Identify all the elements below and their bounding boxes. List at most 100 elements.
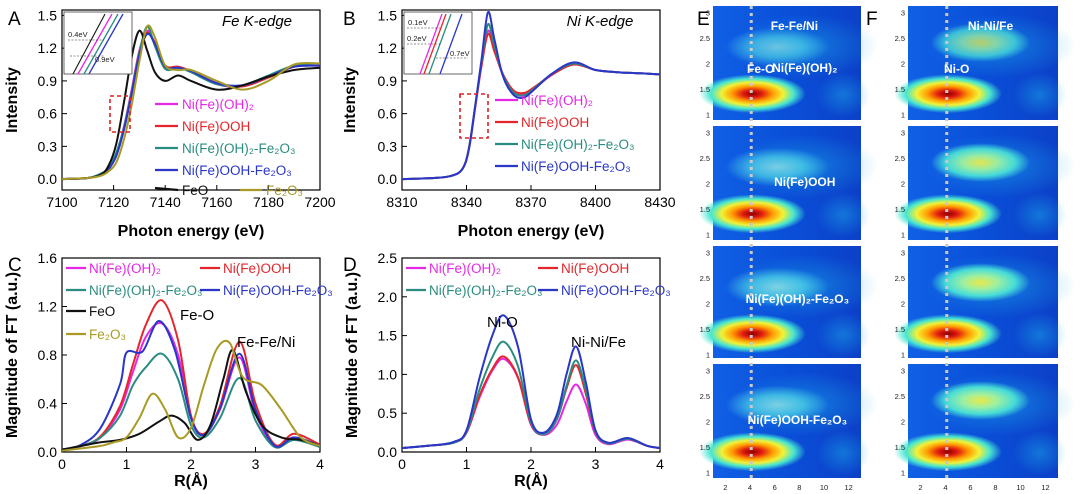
heat-ytick-label: 1.5 (700, 85, 710, 94)
legend-label: Ni(Fe)(OH)₂ (521, 93, 593, 108)
heat-ytick-label: 3 (901, 367, 905, 376)
series-line-1 (62, 299, 320, 451)
heat-ytick-label: 2 (706, 300, 710, 309)
series-line-3 (62, 320, 320, 451)
panel-label-e: E (697, 9, 710, 30)
heat-ytick-label: 2 (901, 300, 905, 309)
xtick-label: 7120 (98, 194, 129, 210)
wavelet-second-shell (725, 267, 829, 307)
legend-label: Ni(Fe)OOH (561, 261, 629, 276)
panel-a-inset: 0.4eV 0.9eV (63, 11, 133, 75)
wavelet-subpanel-0: 1 1.5 2 2.5 3 (699, 6, 879, 120)
heat-ytick-label: 2.5 (895, 392, 905, 401)
ytick-label: 2.5 (378, 250, 398, 266)
xtick-label: 8400 (580, 194, 611, 210)
panel-label-f: F (866, 9, 878, 30)
ytick-label: 0.4 (38, 396, 58, 412)
heat-ytick-label: 2.5 (895, 34, 905, 43)
heat-ytick-label: 2 (706, 60, 710, 69)
legend-label: Ni(Fe)(OH)₂-Fe₂O₃ (521, 137, 634, 152)
panel-b-inset: 0.1eV 0.2eV 0.7eV (403, 11, 473, 75)
xtick-label: 8430 (644, 194, 675, 210)
heatmap-title: Fe-Fe/Ni (771, 19, 818, 33)
series-line-4 (62, 349, 320, 451)
heat-ytick-label: 1.5 (895, 325, 905, 334)
wavelet-separator (908, 358, 1058, 364)
wavelet-haze (816, 72, 870, 118)
series-line-2 (402, 340, 660, 450)
xtick-label: 7180 (253, 194, 284, 210)
heat-xtick-label: 6 (968, 483, 972, 492)
heat-xtick-label: 2 (918, 483, 922, 492)
panel-c-chart: 0 1 2 3 4 0.0 0.4 0.8 1.2 1.6 Ni(Fe)(OH)₂ Ni(Fe)OO… (4, 250, 333, 490)
heat-ytick-label: 1 (706, 111, 710, 120)
heat-ytick-label: 1 (901, 231, 905, 240)
inset-b-line-blue (439, 13, 463, 75)
ytick-label: 1.2 (378, 40, 398, 56)
wavelet-separator (713, 120, 861, 126)
heat-xtick-label: 4 (943, 483, 947, 492)
panel-b-chart: 8310 8340 8370 8400 8430 0.0 0.3 0.6 0.9 1.2 1.5 N… (342, 7, 676, 240)
legend-label: Ni(Fe)OOH (521, 115, 589, 130)
heatmap-peak-label: Ni-O (944, 62, 969, 76)
heat-ytick-label: 1 (706, 231, 710, 240)
wavelet-separator (713, 358, 861, 364)
heat-ytick-label: 2 (901, 418, 905, 427)
wavelet-separator (908, 240, 1058, 246)
ytick-label: 1.5 (378, 7, 398, 23)
heatmap-sample-label: Ni(Fe)OOH (774, 175, 835, 189)
legend-label: Ni(Fe)OOH (223, 261, 291, 276)
heat-ytick-label: 1 (706, 351, 710, 360)
ytick-label: 1.2 (38, 299, 58, 315)
heat-ytick-label: 2.5 (895, 274, 905, 283)
heat-ytick-label: 1.5 (700, 325, 710, 334)
ytick-label: 1.6 (38, 250, 58, 266)
wavelet-second-shell (931, 381, 1030, 420)
heatmap-peak-label: Fe-O (747, 62, 774, 76)
heat-ytick-label: 2.5 (700, 392, 710, 401)
legend-label: Ni(Fe)(OH)₂-Fe₂O₃ (89, 283, 202, 298)
heat-ytick-label: 1.5 (700, 443, 710, 452)
wavelet-subpanel-3: 1 1.5 2 2.5 3 (894, 364, 1076, 478)
xtick-label: 1 (463, 456, 471, 472)
legend-label: FeO (89, 304, 115, 319)
heat-ytick-label: 1 (901, 111, 905, 120)
heat-xtick-label: 2 (723, 483, 727, 492)
panel-c-ylabel: Magnitude of FT (a.u.) (4, 272, 21, 438)
wavelet-first-shell (699, 432, 806, 472)
panel-d-chart: 0 1 2 3 40.00.51.01.52.02.5 Ni(Fe)(OH)₂ Ni(Fe… (344, 250, 671, 490)
inset-b-label-2: 0.2eV (407, 34, 427, 43)
inset-a-line-teal (83, 13, 119, 75)
xtick-label: 2 (527, 456, 535, 472)
heat-ytick-label: 1.5 (895, 85, 905, 94)
panel-f-heatmap: 1 1.5 2 2.5 3 1 1.5 2 2.5 3 1 1.5 2 2.5 3 1 1.5 2 2.5 3 2 4 6 8… (894, 6, 1076, 492)
inset-a-label-1: 0.4eV (68, 30, 88, 39)
xtick-label: 7160 (201, 194, 232, 210)
heat-ytick-label: 2 (901, 60, 905, 69)
wavelet-second-shell (931, 263, 1030, 302)
heat-ytick-label: 1.5 (700, 205, 710, 214)
wavelet-first-shell (894, 194, 1002, 234)
ytick-label: 1.5 (38, 7, 58, 23)
panel-a-xlabel: Photon energy (eV) (118, 223, 265, 240)
heat-ytick-label: 2.5 (700, 154, 710, 163)
heat-xtick-label: 12 (844, 483, 852, 492)
series-line-5 (62, 24, 320, 181)
heat-xtick-label: 12 (1041, 483, 1049, 492)
series-line-2 (62, 352, 320, 451)
heat-xtick-label: 10 (820, 483, 828, 492)
ytick-label: 0.3 (378, 138, 398, 154)
ytick-label: 0.0 (378, 444, 398, 460)
legend-label: Ni(Fe)(OH)₂ (429, 261, 501, 276)
legend-swatch (154, 186, 179, 192)
panel-b-title: Ni K-edge (567, 13, 634, 30)
series-line-1 (402, 355, 660, 450)
ytick-label: 1.5 (378, 328, 398, 344)
heat-ytick-label: 2 (706, 180, 710, 189)
ytick-label: 0.0 (38, 444, 58, 460)
series-line-3 (402, 10, 660, 181)
panel-a-frame (61, 9, 321, 191)
wavelet-haze (1013, 430, 1067, 476)
legend-label: Ni(Fe)OOH (182, 119, 250, 134)
